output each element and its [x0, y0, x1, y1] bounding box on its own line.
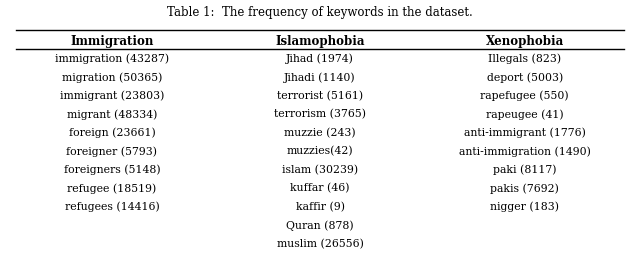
- Text: muzzie (243): muzzie (243): [284, 128, 356, 138]
- Text: terrorism (3765): terrorism (3765): [274, 109, 366, 120]
- Text: Islamophobia: Islamophobia: [275, 35, 365, 48]
- Text: rapefugee (550): rapefugee (550): [481, 91, 569, 101]
- Text: muslim (26556): muslim (26556): [276, 239, 364, 249]
- Text: kuffar (46): kuffar (46): [291, 183, 349, 194]
- Text: immigration (43287): immigration (43287): [55, 54, 169, 64]
- Text: paki (8117): paki (8117): [493, 165, 557, 175]
- Text: deport (5003): deport (5003): [486, 72, 563, 83]
- Text: nigger (183): nigger (183): [490, 202, 559, 212]
- Text: foreigner (5793): foreigner (5793): [67, 146, 157, 157]
- Text: foreign (23661): foreign (23661): [68, 128, 156, 138]
- Text: Jihadi (1140): Jihadi (1140): [284, 72, 356, 83]
- Text: migration (50365): migration (50365): [62, 72, 162, 83]
- Text: Jihad (1974): Jihad (1974): [286, 54, 354, 64]
- Text: foreigners (5148): foreigners (5148): [64, 165, 160, 175]
- Text: pakis (7692): pakis (7692): [490, 183, 559, 194]
- Text: refugee (18519): refugee (18519): [67, 183, 157, 194]
- Text: islam (30239): islam (30239): [282, 165, 358, 175]
- Text: anti-immigrant (1776): anti-immigrant (1776): [464, 128, 586, 138]
- Text: Immigration: Immigration: [70, 35, 154, 48]
- Text: terrorist (5161): terrorist (5161): [277, 91, 363, 101]
- Text: anti-immigration (1490): anti-immigration (1490): [459, 146, 591, 157]
- Text: kaffir (9): kaffir (9): [296, 202, 344, 212]
- Text: immigrant (23803): immigrant (23803): [60, 91, 164, 101]
- Text: Xenophobia: Xenophobia: [486, 35, 564, 48]
- Text: refugees (14416): refugees (14416): [65, 202, 159, 212]
- Text: Illegals (823): Illegals (823): [488, 54, 561, 64]
- Text: rapeugee (41): rapeugee (41): [486, 109, 564, 120]
- Text: Quran (878): Quran (878): [286, 220, 354, 231]
- Text: muzzies(42): muzzies(42): [287, 146, 353, 157]
- Text: Table 1:  The frequency of keywords in the dataset.: Table 1: The frequency of keywords in th…: [167, 6, 473, 19]
- Text: migrant (48334): migrant (48334): [67, 109, 157, 120]
